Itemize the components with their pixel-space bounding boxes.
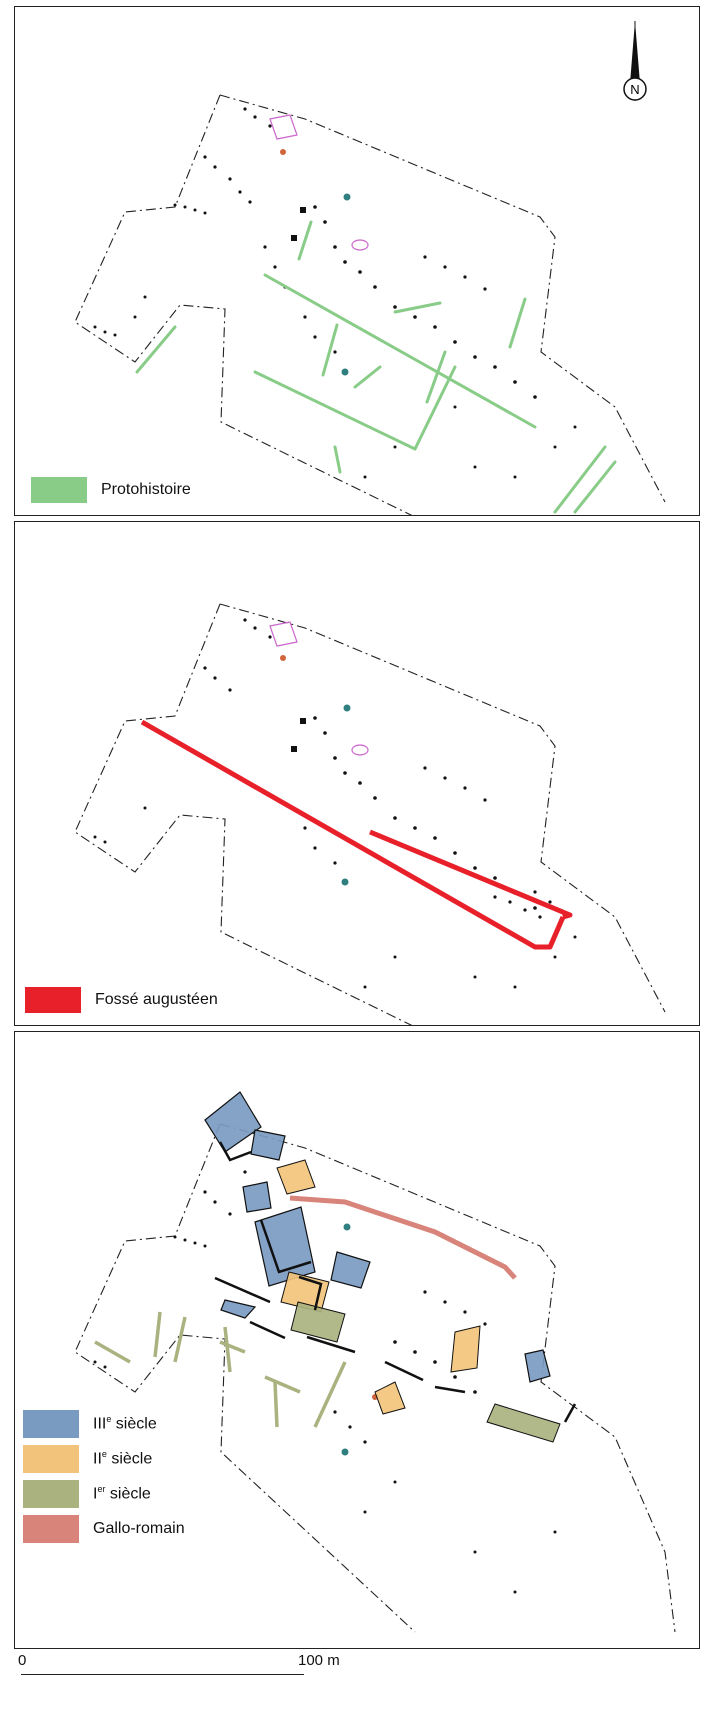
legend-swatch — [23, 1480, 79, 1508]
legend-item-iiie-siecle: IIIe siècle — [23, 1410, 185, 1438]
legend-item-ier-siecle: Ier siècle — [23, 1480, 185, 1508]
legend-label: Fossé augustéen — [95, 991, 218, 1008]
legend-label: IIIe siècle — [93, 1414, 157, 1433]
legend-swatch — [23, 1410, 79, 1438]
feature-dots — [93, 618, 577, 989]
legend-swatch — [23, 1445, 79, 1473]
scale-start-label: 0 — [18, 1652, 27, 1669]
map-panel-fosse: Fossé augustéen — [14, 521, 700, 1026]
ier-siecle-walls — [94, 1311, 347, 1428]
legend-item-fosse: Fossé augustéen — [25, 987, 218, 1013]
protohistoire-ditches — [135, 220, 617, 514]
map-panel-protohistoire: Protohistoire N — [14, 6, 700, 516]
legend-item-iie-siecle: IIe siècle — [23, 1445, 185, 1473]
wall-structures — [214, 1141, 577, 1423]
feature-dots — [93, 107, 577, 479]
legend-label: Ier siècle — [93, 1484, 151, 1503]
north-arrow-icon: N — [623, 21, 647, 101]
scale-bar-line — [21, 1674, 304, 1675]
iiie-siecle-buildings — [204, 1091, 551, 1383]
map-panel-periods: IIIe siècle IIe siècle Ier siècle Gallo-… — [14, 1031, 700, 1649]
site-plan-fosse — [74, 603, 666, 1025]
legend-swatch — [31, 477, 87, 503]
site-plan-protohistoire — [74, 94, 666, 515]
legend: IIIe siècle IIe siècle Ier siècle Gallo-… — [23, 1410, 185, 1543]
legend-label: IIe siècle — [93, 1449, 153, 1468]
legend-label: Gallo-romain — [93, 1520, 185, 1537]
north-label: N — [630, 82, 639, 97]
scale-end-label: 100 m — [298, 1652, 340, 1669]
gallo-romain-road — [289, 1195, 517, 1280]
legend-swatch — [25, 987, 81, 1013]
ier-siecle-buildings — [290, 1301, 561, 1443]
scale-bar: 0 100 m — [18, 1652, 478, 1712]
site-plan-periods — [74, 1091, 676, 1633]
legend-label: Protohistoire — [101, 481, 191, 498]
fosse-augusteen-ditch — [140, 719, 573, 950]
legend-item-gallo-romain: Gallo-romain — [23, 1515, 185, 1543]
legend-item-protohistoire: Protohistoire — [31, 477, 191, 503]
legend-swatch — [23, 1515, 79, 1543]
feature-dots — [93, 1170, 557, 1594]
